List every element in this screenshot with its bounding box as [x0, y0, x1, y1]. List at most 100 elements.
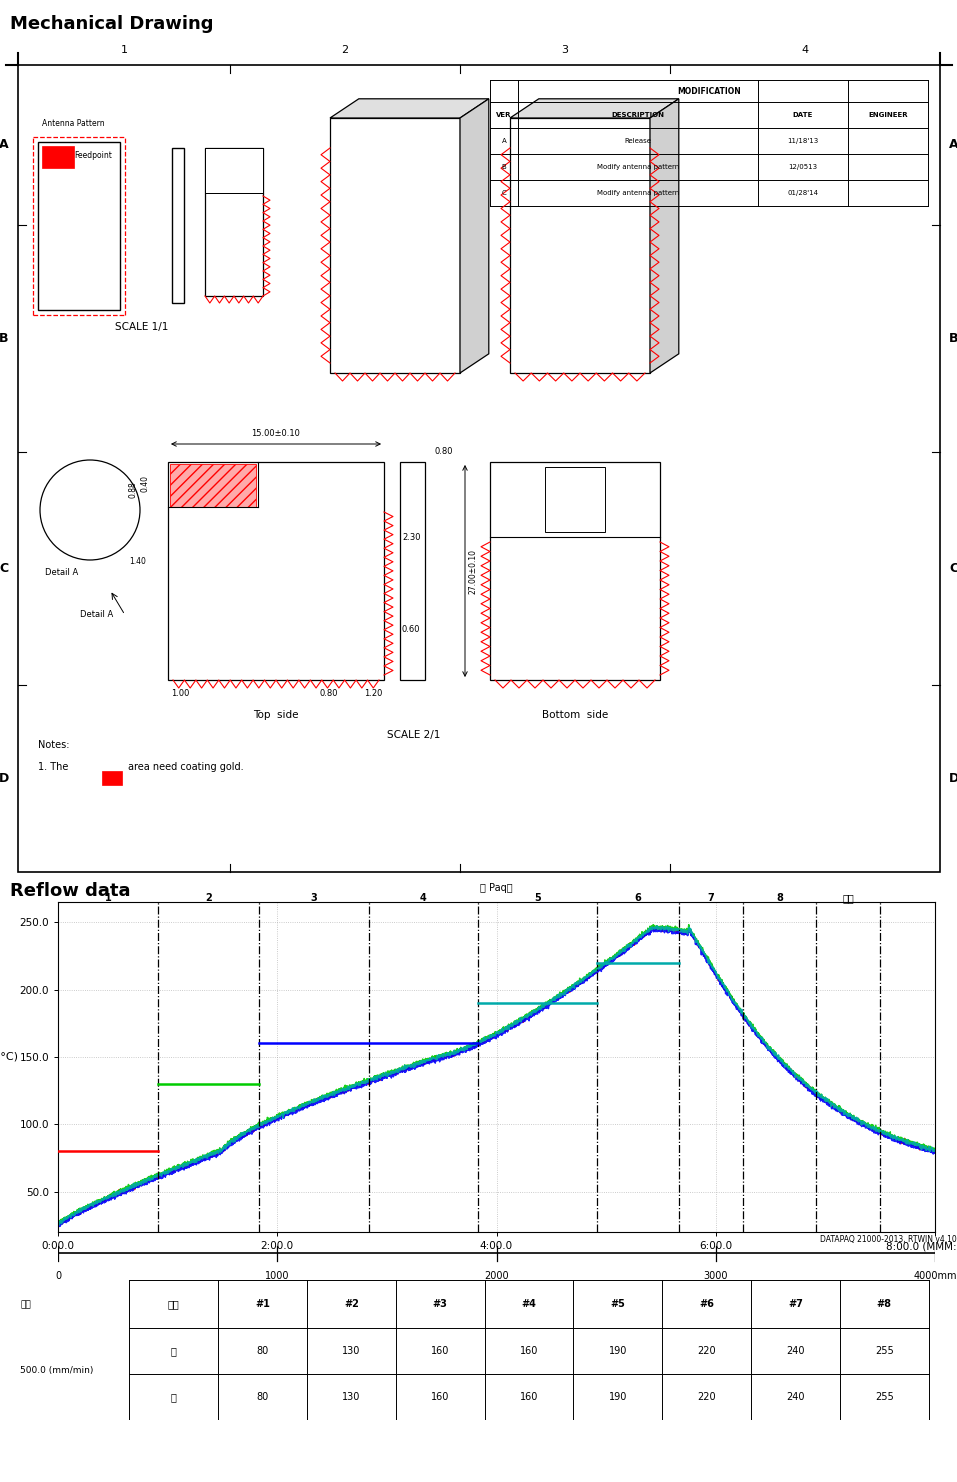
Text: 1. The: 1. The: [38, 762, 68, 772]
Bar: [38, 142, 120, 310]
Bar: [490, 462, 660, 680]
Text: D: D: [0, 772, 10, 785]
Text: 190: 190: [609, 1392, 627, 1402]
Text: DATAPAQ 21000-2013, RTWIN v4.10: DATAPAQ 21000-2013, RTWIN v4.10: [820, 1235, 957, 1243]
Text: 1.40: 1.40: [129, 557, 146, 566]
Text: Reflow data: Reflow data: [10, 882, 130, 900]
Text: 区間: 区間: [167, 1298, 180, 1309]
Text: DATE: DATE: [792, 113, 813, 119]
Text: 12/0513: 12/0513: [789, 165, 817, 170]
Bar: [102, 771, 122, 785]
Text: 0.60: 0.60: [402, 625, 420, 634]
Text: 4000mm: 4000mm: [913, 1272, 957, 1280]
Text: 上: 上: [171, 1346, 177, 1356]
Text: 0.80: 0.80: [434, 448, 454, 456]
Text: 6: 6: [634, 894, 641, 904]
Text: #1: #1: [256, 1298, 270, 1309]
Text: 220: 220: [698, 1392, 716, 1402]
Text: B: B: [0, 332, 9, 345]
Text: 1000: 1000: [265, 1272, 290, 1280]
Text: #8: #8: [877, 1298, 892, 1309]
Text: #7: #7: [788, 1298, 803, 1309]
Text: Feedpoint: Feedpoint: [74, 151, 112, 160]
Text: Release: Release: [625, 138, 652, 144]
Text: 160: 160: [520, 1392, 538, 1402]
Text: 8: 8: [776, 894, 783, 904]
Bar: [205, 148, 263, 193]
Text: 4: 4: [420, 894, 427, 904]
Polygon shape: [650, 99, 679, 373]
Polygon shape: [330, 99, 489, 119]
Text: Detail A: Detail A: [80, 611, 113, 619]
Text: 15.00±0.10: 15.00±0.10: [252, 428, 300, 439]
Bar: [400, 462, 425, 680]
Text: 1: 1: [105, 894, 112, 904]
Text: SCALE 2/1: SCALE 2/1: [388, 731, 440, 740]
Text: 2: 2: [342, 44, 348, 55]
Text: #6: #6: [700, 1298, 714, 1309]
Text: B: B: [501, 165, 506, 170]
Text: MODIFICATION: MODIFICATION: [678, 86, 741, 95]
Bar: [172, 148, 184, 302]
Text: Notes:: Notes:: [38, 740, 70, 750]
Text: #5: #5: [611, 1298, 625, 1309]
Text: 結束: 結束: [842, 894, 854, 904]
Text: area need coating gold.: area need coating gold.: [128, 762, 244, 772]
Bar: [168, 462, 384, 680]
Text: 190: 190: [609, 1346, 627, 1356]
Text: Bottom  side: Bottom side: [542, 710, 608, 720]
Text: 3000: 3000: [703, 1272, 728, 1280]
Text: Mechanical Drawing: Mechanical Drawing: [10, 15, 213, 33]
Text: 11/18'13: 11/18'13: [788, 138, 818, 144]
Text: D: D: [949, 772, 957, 785]
Text: 27.00±0.10: 27.00±0.10: [469, 548, 478, 593]
Bar: [545, 467, 605, 532]
Bar: [330, 119, 460, 373]
Text: 3: 3: [310, 894, 317, 904]
Text: 0.80: 0.80: [320, 689, 338, 698]
Text: Modify antenna pattern: Modify antenna pattern: [597, 165, 679, 170]
Text: 下: 下: [171, 1392, 177, 1402]
Text: 80: 80: [256, 1392, 269, 1402]
Bar: [170, 464, 256, 507]
Text: 130: 130: [343, 1392, 361, 1402]
Text: A: A: [0, 138, 9, 151]
Text: 160: 160: [431, 1392, 450, 1402]
Text: 0.40: 0.40: [141, 476, 150, 492]
Text: Top  side: Top side: [254, 710, 299, 720]
Text: VER: VER: [497, 113, 512, 119]
Text: ENGINEER: ENGINEER: [868, 113, 908, 119]
Bar: [42, 147, 74, 167]
Polygon shape: [510, 99, 679, 119]
Text: A: A: [949, 138, 957, 151]
Text: 1: 1: [121, 44, 127, 55]
Text: 1.00: 1.00: [170, 689, 189, 698]
Text: C: C: [501, 190, 506, 196]
Text: C: C: [0, 562, 9, 575]
Text: #4: #4: [522, 1298, 537, 1309]
Text: Antenna Pattern: Antenna Pattern: [42, 120, 104, 129]
Text: #2: #2: [344, 1298, 359, 1309]
Text: 160: 160: [431, 1346, 450, 1356]
Text: 3: 3: [562, 44, 568, 55]
Text: 80: 80: [256, 1346, 269, 1356]
Text: SCALE 1/1: SCALE 1/1: [115, 322, 168, 332]
Text: 7: 7: [708, 894, 715, 904]
Text: 5: 5: [534, 894, 541, 904]
Text: Detail A: Detail A: [45, 568, 78, 576]
Text: #3: #3: [433, 1298, 448, 1309]
Text: 255: 255: [875, 1392, 894, 1402]
Text: 速度: 速度: [20, 1301, 31, 1310]
Text: 2000: 2000: [484, 1272, 509, 1280]
Text: 220: 220: [698, 1346, 716, 1356]
Bar: [510, 119, 650, 373]
Bar: [205, 148, 263, 296]
Text: 500.0 (mm/min): 500.0 (mm/min): [20, 1366, 94, 1375]
Text: 255: 255: [875, 1346, 894, 1356]
Text: Modify antenna pattern: Modify antenna pattern: [597, 190, 679, 196]
Text: 240: 240: [787, 1392, 805, 1402]
Text: 新 Paq带: 新 Paq带: [480, 883, 513, 892]
Text: C: C: [949, 562, 957, 575]
Polygon shape: [460, 99, 489, 373]
Text: 0.88: 0.88: [129, 482, 138, 498]
